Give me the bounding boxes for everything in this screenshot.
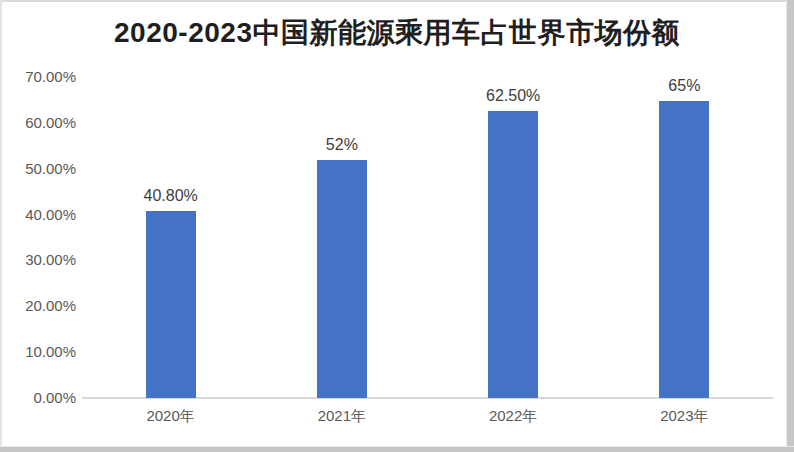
x-axis-category-label: 2023年 [599, 407, 770, 426]
bars-row: 40.80% 52% 62.50% 65% [85, 77, 770, 398]
x-axis-category-label: 2021年 [256, 407, 427, 426]
bar-2021年 [317, 160, 367, 398]
y-axis-tick-label: 30.00% [0, 252, 76, 268]
x-axis-category-label: 2020年 [85, 407, 256, 426]
bar-column: 65% [599, 77, 770, 398]
bar-2022年 [488, 111, 538, 398]
plot-area: 40.80% 52% 62.50% 65% [85, 77, 770, 398]
x-axis: 2020年2021年2022年2023年 [85, 407, 770, 426]
bar-column: 62.50% [428, 77, 599, 398]
frame-edge-top [0, 0, 794, 2]
bar-2020年 [146, 211, 196, 398]
chart-title: 2020-2023中国新能源乘用车占世界市场份额 [0, 14, 794, 52]
y-axis-tick-label: 70.00% [0, 69, 76, 85]
y-axis-tick-label: 50.00% [0, 161, 76, 177]
y-axis: 0.00%10.00%20.00%30.00%40.00%50.00%60.00… [0, 77, 76, 398]
y-axis-tick-label: 40.00% [0, 207, 76, 223]
bar-column: 52% [256, 77, 427, 398]
y-axis-tick-label: 0.00% [0, 390, 76, 406]
y-axis-tick-label: 60.00% [0, 115, 76, 131]
chart-canvas: 2020-2023中国新能源乘用车占世界市场份额 0.00% 10.00% 20.0… [0, 0, 794, 452]
bar-2023年 [659, 101, 709, 398]
bar-column: 40.80% [85, 77, 256, 398]
x-axis-category-label: 2022年 [428, 407, 599, 426]
bar-value-label: 40.80% [143, 187, 197, 205]
frame-edge-right [786, 0, 794, 452]
bar-value-label: 65% [668, 77, 700, 95]
bar-value-label: 62.50% [486, 87, 540, 105]
y-axis-tick-label: 20.00% [0, 298, 76, 314]
frame-edge-bottom [0, 446, 794, 452]
y-axis-tick-label: 10.00% [0, 344, 76, 360]
bar-value-label: 52% [326, 136, 358, 154]
